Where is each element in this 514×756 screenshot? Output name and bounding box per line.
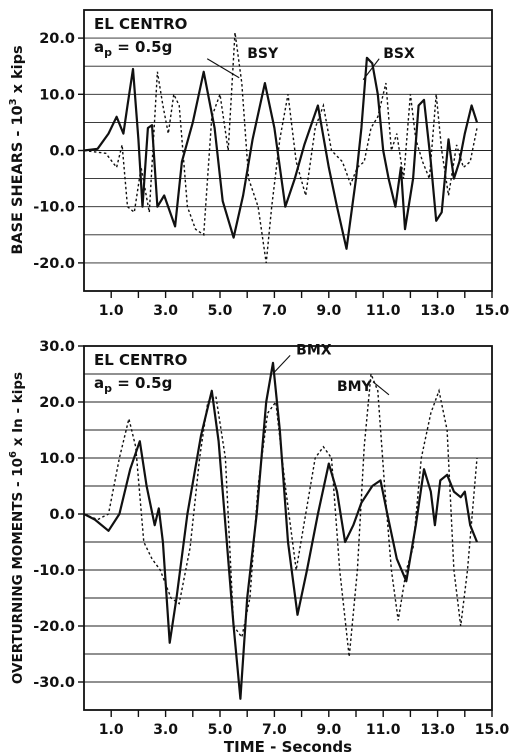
base-shear-ticks: 1.0 3.0 5.0 7.0 9.0 11.0 13.0 15.0 -20.0 -10.0 0.0… bbox=[33, 31, 509, 319]
base-shear-x-tick-label: 1.0 bbox=[99, 303, 124, 319]
overturning-moment-x-tick-label: 5.0 bbox=[208, 722, 233, 738]
overturning-moment-y-tick-label: -10.0 bbox=[33, 563, 75, 579]
overturning-moment-y-tick-label: -30.0 bbox=[33, 675, 75, 691]
base-shear-series-labels: BSY BSX bbox=[206, 46, 415, 81]
overturning-moment-plot-frame bbox=[83, 345, 493, 711]
overturning-moment-x-tick-label: 3.0 bbox=[153, 722, 178, 738]
overturning-moment-series-labels: BMX BMY bbox=[273, 342, 390, 396]
overturning-moment-x-tick-label: 1.0 bbox=[99, 722, 124, 738]
series-bmy-line bbox=[83, 373, 478, 657]
overturning-moment-x-tick-label: 15.0 bbox=[475, 722, 510, 738]
series-bsy-leader bbox=[206, 58, 240, 79]
series-bmy-leader bbox=[372, 381, 390, 396]
base-shear-y-tick-label: 10.0 bbox=[39, 87, 75, 103]
base-shear-y-tick-label: 20.0 bbox=[39, 31, 75, 47]
base-shear-gridlines bbox=[84, 37, 492, 264]
overturning-moment-x-tick-label: 9.0 bbox=[316, 722, 341, 738]
series-bmx-leader bbox=[273, 355, 291, 373]
base-shear-accel-label: ap = 0.5g bbox=[94, 38, 172, 59]
base-shear-y-axis-label: BASE SHEARS - 103 x kips bbox=[8, 45, 26, 254]
overturning-moment-x-tick-label: 13.0 bbox=[420, 722, 455, 738]
overturning-moment-annotation: EL CENTRO ap = 0.5g bbox=[94, 351, 187, 395]
base-shear-site-label: EL CENTRO bbox=[94, 15, 187, 33]
series-bsy-line bbox=[83, 32, 478, 263]
series-bsx-leader bbox=[362, 58, 380, 81]
overturning-moment-y-tick-label: 10.0 bbox=[39, 451, 75, 467]
base-shear-x-tick-label: 9.0 bbox=[316, 303, 341, 319]
base-shear-series bbox=[83, 32, 479, 263]
overturning-moment-chart: 1.0 3.0 5.0 7.0 9.0 11.0 13.0 15.0 -30.0 -20.0 -10… bbox=[8, 339, 510, 756]
series-bsx-line bbox=[83, 56, 479, 250]
overturning-moment-gridlines bbox=[84, 373, 492, 683]
base-shear-annotation: EL CENTRO ap = 0.5g bbox=[94, 15, 187, 59]
base-shear-x-tick-label: 5.0 bbox=[208, 303, 233, 319]
overturning-moment-site-label: EL CENTRO bbox=[94, 351, 187, 369]
overturning-moment-y-tick-label: 30.0 bbox=[39, 339, 75, 355]
series-bmy-label: BMY bbox=[337, 379, 373, 395]
series-bmx-label: BMX bbox=[296, 342, 332, 358]
base-shear-y-tick-label: -10.0 bbox=[33, 200, 75, 216]
overturning-moment-y-tick-label: 20.0 bbox=[39, 395, 75, 411]
overturning-moment-x-tick-label: 11.0 bbox=[366, 722, 401, 738]
overturning-moment-x-tick-label: 7.0 bbox=[262, 722, 287, 738]
base-shear-y-tick-label: -20.0 bbox=[33, 256, 75, 272]
base-shear-x-tick-label: 13.0 bbox=[420, 303, 455, 319]
series-bsy-label: BSY bbox=[247, 46, 279, 62]
overturning-moment-accel-label: ap = 0.5g bbox=[94, 374, 172, 395]
base-shear-x-tick-label: 11.0 bbox=[366, 303, 401, 319]
overturning-moment-y-tick-label: -20.0 bbox=[33, 619, 75, 635]
overturning-moment-y-axis-label: OVERTURNING MOMENTS - 106 x In - kips bbox=[8, 372, 26, 684]
time-axis-label: TIME - Seconds bbox=[224, 738, 352, 756]
series-bmx-line bbox=[83, 361, 479, 700]
series-bsx-label: BSX bbox=[383, 46, 415, 62]
base-shear-y-tick-label: 0.0 bbox=[49, 144, 75, 160]
overturning-moment-series bbox=[83, 361, 479, 700]
base-shear-x-tick-label: 3.0 bbox=[153, 303, 178, 319]
base-shear-chart: 1.0 3.0 5.0 7.0 9.0 11.0 13.0 15.0 -20.0 -10.0 0.0… bbox=[8, 9, 510, 319]
overturning-moment-ticks: 1.0 3.0 5.0 7.0 9.0 11.0 13.0 15.0 -30.0 -20.0 -10… bbox=[33, 339, 509, 738]
base-shear-x-tick-label: 15.0 bbox=[475, 303, 510, 319]
overturning-moment-y-tick-label: 0.0 bbox=[49, 507, 75, 523]
base-shear-x-tick-label: 7.0 bbox=[262, 303, 287, 319]
